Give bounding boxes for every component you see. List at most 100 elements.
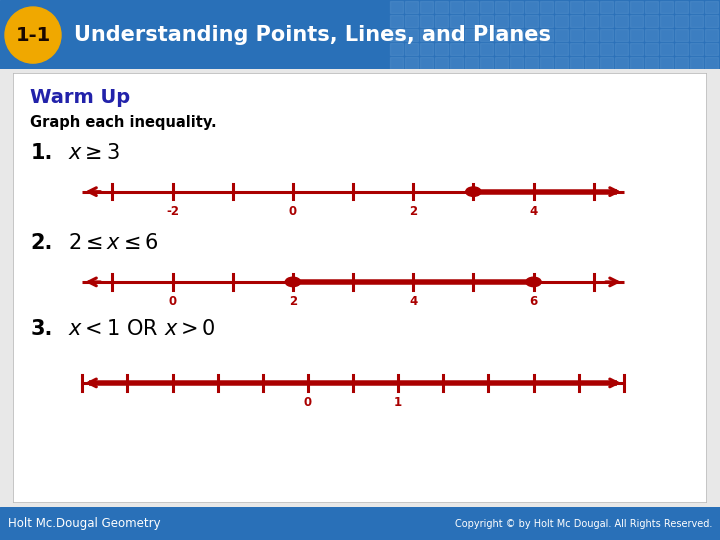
Bar [480,15,493,27]
Text: 0: 0 [304,396,312,409]
Text: 3.: 3. [30,319,53,339]
Text: 1.: 1. [30,143,53,163]
Bar [660,29,673,41]
Bar [390,57,403,69]
Text: Copyright © by Holt Mc Dougal. All Rights Reserved.: Copyright © by Holt Mc Dougal. All Right… [454,519,712,529]
Text: 1-1: 1-1 [15,25,50,45]
Circle shape [526,277,541,287]
Bar [465,57,478,69]
Circle shape [5,7,61,63]
Bar [600,15,613,27]
Bar [495,1,508,13]
Bar [690,43,703,55]
Bar [705,57,718,69]
Bar [585,15,598,27]
Bar [435,1,448,13]
Bar [510,15,523,27]
Bar [615,43,628,55]
Text: $x < 1$ OR $x > 0$: $x < 1$ OR $x > 0$ [68,319,216,339]
Bar [630,57,643,69]
Bar [435,29,448,41]
Bar [555,57,568,69]
Bar [705,15,718,27]
Bar [465,43,478,55]
Bar [390,15,403,27]
Bar [615,57,628,69]
Bar [705,29,718,41]
Bar [405,15,418,27]
Bar [465,1,478,13]
Bar [450,43,463,55]
Bar [465,29,478,41]
Bar [495,57,508,69]
Bar [525,57,538,69]
Bar [690,57,703,69]
Text: $x \geq 3$: $x \geq 3$ [68,143,121,163]
Bar [420,43,433,55]
Bar [690,29,703,41]
Bar [390,1,403,13]
Bar [540,15,553,27]
Bar [645,57,658,69]
Bar [540,57,553,69]
Bar [660,15,673,27]
Text: 2.: 2. [30,233,53,253]
Bar [405,57,418,69]
Bar [555,43,568,55]
Bar [690,1,703,13]
Bar [600,57,613,69]
Bar [435,15,448,27]
Bar [600,43,613,55]
Bar [495,43,508,55]
Bar [675,1,688,13]
Bar [510,1,523,13]
Bar [420,57,433,69]
Circle shape [466,187,481,197]
Bar [420,15,433,27]
Bar [585,43,598,55]
Bar [660,1,673,13]
Bar [645,29,658,41]
Bar [675,43,688,55]
Bar [585,57,598,69]
Bar [405,43,418,55]
Text: 4: 4 [409,295,418,308]
Bar [480,43,493,55]
Text: 6: 6 [529,295,538,308]
Bar [645,43,658,55]
Bar [540,1,553,13]
Text: 2: 2 [409,205,418,218]
Bar [450,1,463,13]
Bar [465,15,478,27]
Bar [675,15,688,27]
Bar [600,1,613,13]
Text: 0: 0 [168,295,176,308]
Bar [705,43,718,55]
Bar [660,57,673,69]
Bar [645,15,658,27]
Bar [480,29,493,41]
Bar [405,1,418,13]
Bar [390,29,403,41]
Bar [675,57,688,69]
Bar [525,29,538,41]
Text: Warm Up: Warm Up [30,87,130,106]
Bar [555,29,568,41]
Bar [630,1,643,13]
Bar [630,43,643,55]
Bar [450,57,463,69]
Bar [525,1,538,13]
Bar [555,1,568,13]
Bar [615,1,628,13]
Bar [570,29,583,41]
Bar [555,15,568,27]
Text: Understanding Points, Lines, and Planes: Understanding Points, Lines, and Planes [74,25,551,45]
Text: 0: 0 [289,205,297,218]
Bar [660,43,673,55]
Bar [480,1,493,13]
Bar [540,43,553,55]
Bar [600,29,613,41]
Bar [645,1,658,13]
Bar [690,15,703,27]
Bar [705,1,718,13]
